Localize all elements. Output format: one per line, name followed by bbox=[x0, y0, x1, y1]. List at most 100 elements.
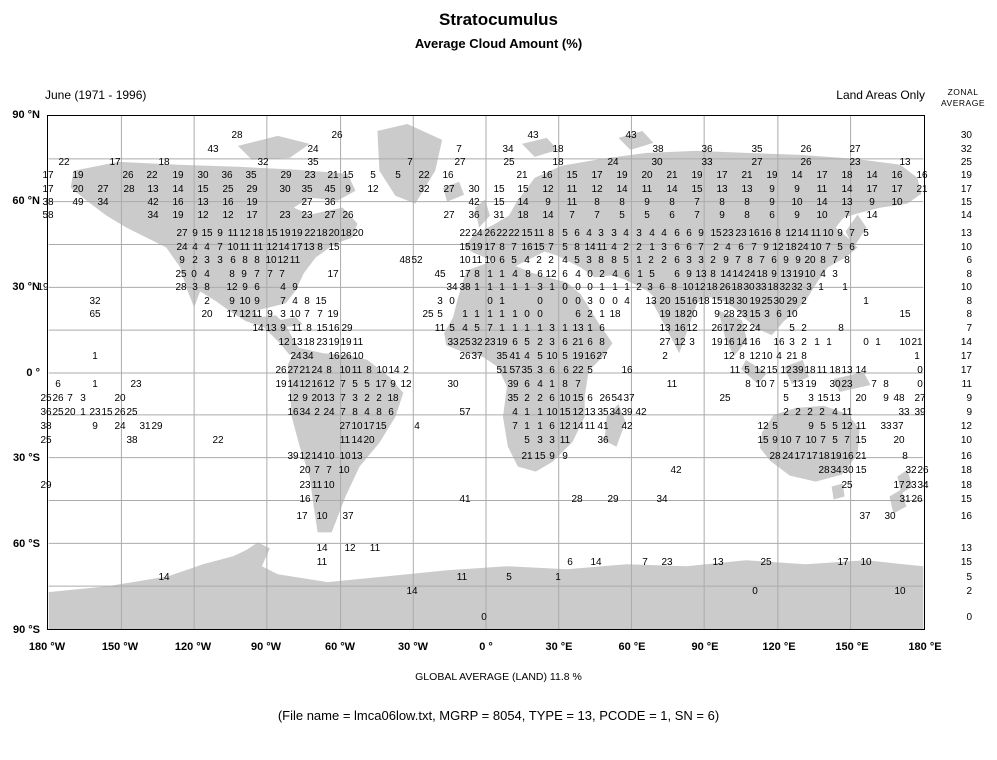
map-cell-value: 28 bbox=[818, 465, 830, 476]
map-cell-value: 15 bbox=[101, 407, 113, 418]
map-cell-value: 3 bbox=[764, 309, 770, 320]
map-cell-value: 13 bbox=[716, 184, 728, 195]
map-cell-value: 37 bbox=[623, 393, 635, 404]
map-cell-value: 30 bbox=[829, 379, 841, 390]
map-cell-value: 4 bbox=[364, 407, 370, 418]
map-cell-value: 8 bbox=[669, 197, 675, 208]
world-map-background bbox=[48, 116, 924, 629]
map-cell-value: 16 bbox=[328, 323, 340, 334]
map-cell-value: 18 bbox=[552, 157, 564, 168]
map-cell-value: 14 bbox=[278, 242, 290, 253]
map-cell-value: 37 bbox=[892, 421, 904, 432]
map-cell-value: 0 bbox=[599, 296, 605, 307]
longitude-tick-label: 120 °W bbox=[174, 641, 212, 653]
map-cell-value: 3 bbox=[661, 242, 667, 253]
map-cell-value: 42 bbox=[147, 197, 159, 208]
file-info-label: (File name = lmca06low.txt, MGRP = 8054,… bbox=[277, 708, 720, 723]
map-cell-value: 1 bbox=[499, 296, 505, 307]
map-cell-value: 27 bbox=[751, 157, 763, 168]
map-cell-value: 11 bbox=[641, 184, 653, 195]
map-cell-value: 7 bbox=[694, 210, 700, 221]
map-cell-value: 17 bbox=[327, 269, 339, 280]
map-cell-value: 22 bbox=[572, 365, 584, 376]
map-cell-value: 19 bbox=[172, 210, 184, 221]
map-cell-value: 18 bbox=[756, 269, 768, 280]
map-cell-value: 3 bbox=[80, 393, 86, 404]
map-cell-value: 1 bbox=[499, 282, 505, 293]
map-cell-value: 12 bbox=[545, 269, 557, 280]
map-cell-value: 11 bbox=[339, 435, 351, 446]
map-cell-value: 14 bbox=[866, 170, 878, 181]
map-cell-value: 26 bbox=[800, 157, 812, 168]
map-cell-value: 15 bbox=[197, 184, 209, 195]
map-cell-value: 12 bbox=[299, 379, 311, 390]
map-cell-value: 26 bbox=[52, 393, 64, 404]
map-cell-value: 1 bbox=[487, 309, 493, 320]
zonal-average-value: 10 bbox=[960, 435, 972, 446]
map-cell-value: 13 bbox=[712, 557, 724, 568]
map-cell-value: 9 bbox=[302, 393, 308, 404]
map-cell-value: 25 bbox=[503, 157, 515, 168]
map-cell-value: 1 bbox=[524, 282, 530, 293]
map-cell-value: 24 bbox=[311, 365, 323, 376]
map-cell-value: 32 bbox=[471, 337, 483, 348]
map-cell-value: 3 bbox=[537, 282, 543, 293]
map-cell-value: 16 bbox=[442, 170, 454, 181]
map-cell-value: 15 bbox=[342, 170, 354, 181]
zonal-average-value: 5 bbox=[966, 572, 972, 583]
map-cell-value: 24 bbox=[471, 228, 483, 239]
map-cell-value: 7 bbox=[832, 255, 838, 266]
map-cell-value: 25 bbox=[40, 393, 52, 404]
zonal-average-value: 13 bbox=[960, 543, 972, 554]
zonal-average-value: 16 bbox=[960, 511, 972, 522]
map-cell-value: 5 bbox=[744, 365, 750, 376]
map-cell-value: 38 bbox=[40, 421, 52, 432]
map-cell-value: 35 bbox=[301, 184, 313, 195]
map-cell-value: 10 bbox=[227, 242, 239, 253]
map-cell-value: 13 bbox=[572, 323, 584, 334]
map-cell-value: 21 bbox=[516, 170, 528, 181]
map-cell-value: 20 bbox=[352, 228, 364, 239]
map-cell-value: 25 bbox=[719, 393, 731, 404]
map-cell-value: 8 bbox=[744, 210, 750, 221]
map-cell-value: 42 bbox=[635, 407, 647, 418]
map-cell-value: 13 bbox=[584, 407, 596, 418]
map-cell-value: 21 bbox=[521, 451, 533, 462]
map-cell-value: 7 bbox=[820, 435, 826, 446]
map-cell-value: 32 bbox=[779, 282, 791, 293]
map-cell-value: 13 bbox=[197, 197, 209, 208]
map-cell-value: 16 bbox=[842, 451, 854, 462]
map-cell-value: 6 bbox=[512, 337, 518, 348]
map-cell-value: 17 bbox=[246, 210, 258, 221]
map-cell-value: 57 bbox=[509, 365, 521, 376]
map-cell-value: 18 bbox=[818, 451, 830, 462]
map-cell-value: 17 bbox=[794, 451, 806, 462]
map-cell-value: 28 bbox=[231, 130, 243, 141]
map-cell-value: 20 bbox=[114, 393, 126, 404]
map-cell-value: 23 bbox=[130, 379, 142, 390]
map-cell-value: 15 bbox=[375, 421, 387, 432]
map-cell-value: 14 bbox=[351, 435, 363, 446]
map-cell-value: 6 bbox=[849, 242, 855, 253]
map-cell-value: 9 bbox=[179, 255, 185, 266]
map-cell-value: 16 bbox=[541, 170, 553, 181]
map-cell-value: 41 bbox=[459, 494, 471, 505]
map-cell-value: 19 bbox=[279, 228, 291, 239]
map-cell-value: 2 bbox=[403, 365, 409, 376]
map-cell-value: 2 bbox=[524, 393, 530, 404]
map-cell-value: 30 bbox=[447, 379, 459, 390]
map-cell-value: 57 bbox=[459, 407, 471, 418]
map-cell-value: 3 bbox=[549, 337, 555, 348]
map-cell-value: 23 bbox=[89, 407, 101, 418]
map-cell-value: 21 bbox=[911, 337, 923, 348]
map-cell-value: 10 bbox=[239, 296, 251, 307]
map-cell-value: 12 bbox=[572, 407, 584, 418]
map-cell-value: 12 bbox=[694, 282, 706, 293]
map-cell-value: 14 bbox=[287, 379, 299, 390]
map-cell-value: 42 bbox=[621, 421, 633, 432]
map-cell-value: 29 bbox=[280, 170, 292, 181]
map-cell-value: 30 bbox=[773, 296, 785, 307]
map-cell-value: 0 bbox=[575, 296, 581, 307]
zonal-average-value: 15 bbox=[960, 557, 972, 568]
map-cell-value: 1 bbox=[92, 379, 98, 390]
